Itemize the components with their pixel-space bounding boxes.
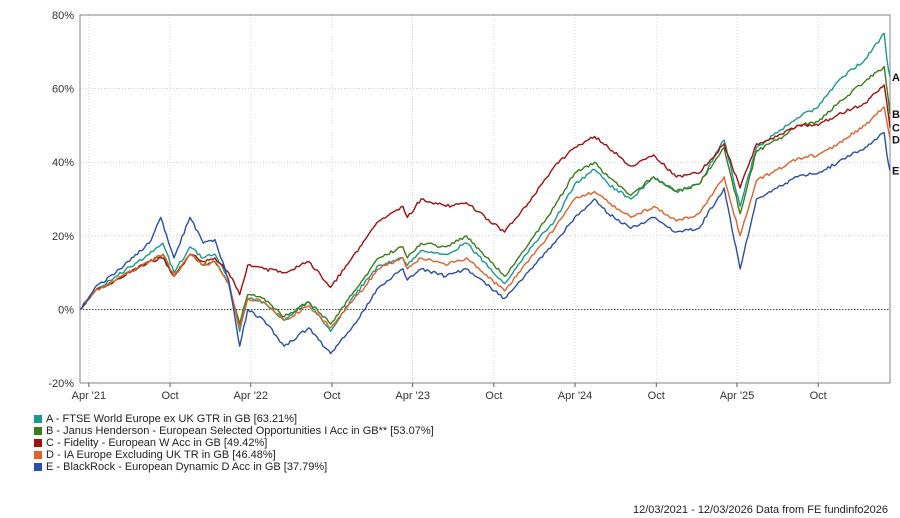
legend-label: E - BlackRock - European Dynamic D Acc i… bbox=[46, 461, 328, 473]
x-tick-label: Apr '24 bbox=[558, 390, 593, 402]
y-tick-label: 60% bbox=[52, 84, 74, 96]
x-tick-label: Apr '25 bbox=[720, 390, 755, 402]
legend-swatch bbox=[34, 427, 42, 435]
series-line-c bbox=[79, 84, 891, 310]
performance-chart: -20% 0% 20% 40% 60% 80% Apr '21 Oct Apr '22 Oct Ap… bbox=[48, 10, 900, 402]
legend-item-d: D - IA Europe Excluding UK TR in GB [46.… bbox=[34, 449, 434, 461]
legend-swatch bbox=[34, 439, 42, 447]
plot-frame bbox=[79, 14, 891, 384]
legend-item-c: C - Fidelity - European W Acc in GB [49.… bbox=[34, 437, 434, 449]
footer-source-note: 12/03/2021 - 12/03/2026 Data from FE fun… bbox=[632, 504, 888, 516]
y-tick-label: -20% bbox=[48, 378, 74, 390]
y-tick-label: 80% bbox=[52, 10, 74, 22]
x-tick-label: Oct bbox=[648, 390, 665, 402]
legend-label: B - Janus Henderson - European Selected … bbox=[46, 425, 434, 437]
y-tick-label: 0% bbox=[58, 304, 74, 316]
x-tick-label: Oct bbox=[485, 390, 502, 402]
legend-swatch bbox=[34, 463, 42, 471]
grid-layer bbox=[80, 14, 890, 384]
y-tick-label: 20% bbox=[52, 231, 74, 243]
series-line-a bbox=[79, 32, 891, 333]
legend-swatch bbox=[34, 415, 42, 423]
series-end-label-b: B bbox=[892, 109, 900, 121]
legend-item-e: E - BlackRock - European Dynamic D Acc i… bbox=[34, 461, 434, 473]
x-tick-label: Oct bbox=[161, 390, 178, 402]
legend-swatch bbox=[34, 451, 42, 459]
legend-label: A - FTSE World Europe ex UK GTR in GB [6… bbox=[46, 413, 298, 425]
series-end-label-c: C bbox=[892, 123, 900, 135]
x-tick-label: Apr '22 bbox=[234, 390, 269, 402]
legend-item-b: B - Janus Henderson - European Selected … bbox=[34, 425, 434, 437]
series-end-label-a: A bbox=[892, 72, 900, 84]
x-tick-label: Apr '23 bbox=[395, 390, 430, 402]
series-end-label-d: D bbox=[892, 135, 900, 147]
x-tick-label: Oct bbox=[323, 390, 340, 402]
legend: A - FTSE World Europe ex UK GTR in GB [6… bbox=[34, 413, 434, 473]
legend-item-a: A - FTSE World Europe ex UK GTR in GB [6… bbox=[34, 413, 434, 425]
x-tick-label: Apr '21 bbox=[72, 390, 107, 402]
legend-label: C - Fidelity - European W Acc in GB [49.… bbox=[46, 437, 268, 449]
series-line-d bbox=[79, 106, 891, 329]
series-layer bbox=[79, 32, 891, 355]
x-tick-label: Oct bbox=[810, 390, 827, 402]
y-tick-label: 40% bbox=[52, 157, 74, 169]
series-line-e bbox=[79, 132, 891, 355]
series-line-b bbox=[79, 65, 891, 325]
legend-label: D - IA Europe Excluding UK TR in GB [46.… bbox=[46, 449, 276, 461]
series-end-label-e: E bbox=[892, 165, 899, 177]
axis-layer: -20% 0% 20% 40% 60% 80% Apr '21 Oct Apr '22 Oct Ap… bbox=[48, 10, 891, 402]
end-label-layer: A BCD E bbox=[892, 72, 900, 178]
